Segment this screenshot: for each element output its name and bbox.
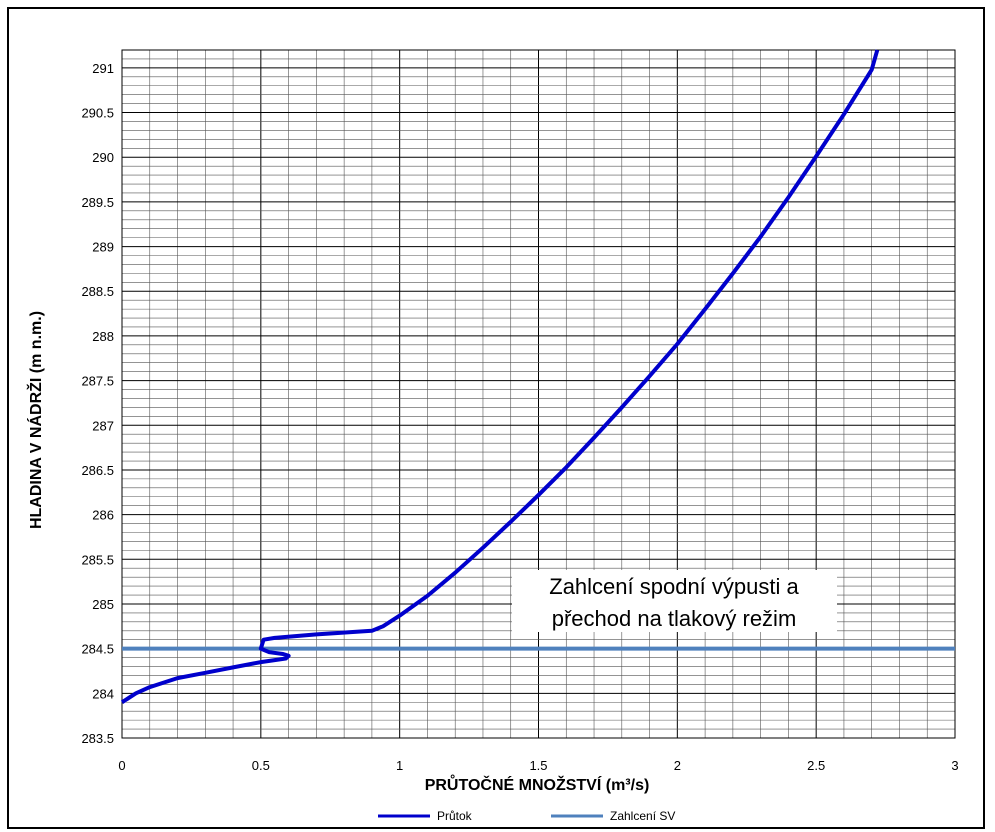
y-tick-label: 288.5 — [81, 284, 114, 299]
y-tick-label: 287 — [92, 418, 114, 433]
annotation-background — [512, 570, 837, 632]
legend-label-zahlceni-sv: Zahlcení SV — [610, 809, 675, 823]
legend: Průtok Zahlcení SV — [378, 809, 675, 823]
y-tick-label: 290.5 — [81, 106, 114, 121]
x-tick-label: 0 — [118, 758, 125, 773]
x-tick-label: 1.5 — [529, 758, 547, 773]
y-tick-label: 290 — [92, 150, 114, 165]
x-tick-label: 2.5 — [807, 758, 825, 773]
x-tick-label: 0.5 — [252, 758, 270, 773]
y-tick-label: 283.5 — [81, 731, 114, 746]
x-tick-label: 3 — [951, 758, 958, 773]
y-tick-label: 287.5 — [81, 374, 114, 389]
annotation-line-1: Zahlcení spodní výpusti a — [549, 574, 799, 599]
legend-label-prutok: Průtok — [437, 809, 473, 823]
x-tick-labels: 0 0.5 1 1.5 2 2.5 3 — [118, 758, 958, 773]
y-tick-label: 289.5 — [81, 195, 114, 210]
x-tick-label: 1 — [396, 758, 403, 773]
series-prutok-line — [120, 49, 880, 704]
y-axis-title: HLADINA V NÁDRŽI (m n.m.) — [26, 311, 45, 529]
y-tick-label: 289 — [92, 240, 114, 255]
y-tick-label: 291 — [92, 61, 114, 76]
grid-lines — [121, 49, 956, 739]
x-tick-label: 2 — [674, 758, 681, 773]
y-tick-label: 286.5 — [81, 463, 114, 478]
plot-area — [121, 49, 956, 739]
x-axis-title: PRŮTOČNÉ MNOŽSTVÍ (m³/s) — [425, 774, 650, 794]
y-tick-label: 285 — [92, 597, 114, 612]
y-tick-labels: 283.5 284 284.5 285 285.5 286 286.5 287 287.5 288… — [81, 61, 114, 746]
y-tick-label: 288 — [92, 329, 114, 344]
y-tick-label: 286 — [92, 508, 114, 523]
y-tick-label: 285.5 — [81, 552, 114, 567]
y-tick-label: 284.5 — [81, 642, 114, 657]
annotation-line-2: přechod na tlakový režim — [552, 606, 797, 631]
y-tick-label: 284 — [92, 686, 114, 701]
